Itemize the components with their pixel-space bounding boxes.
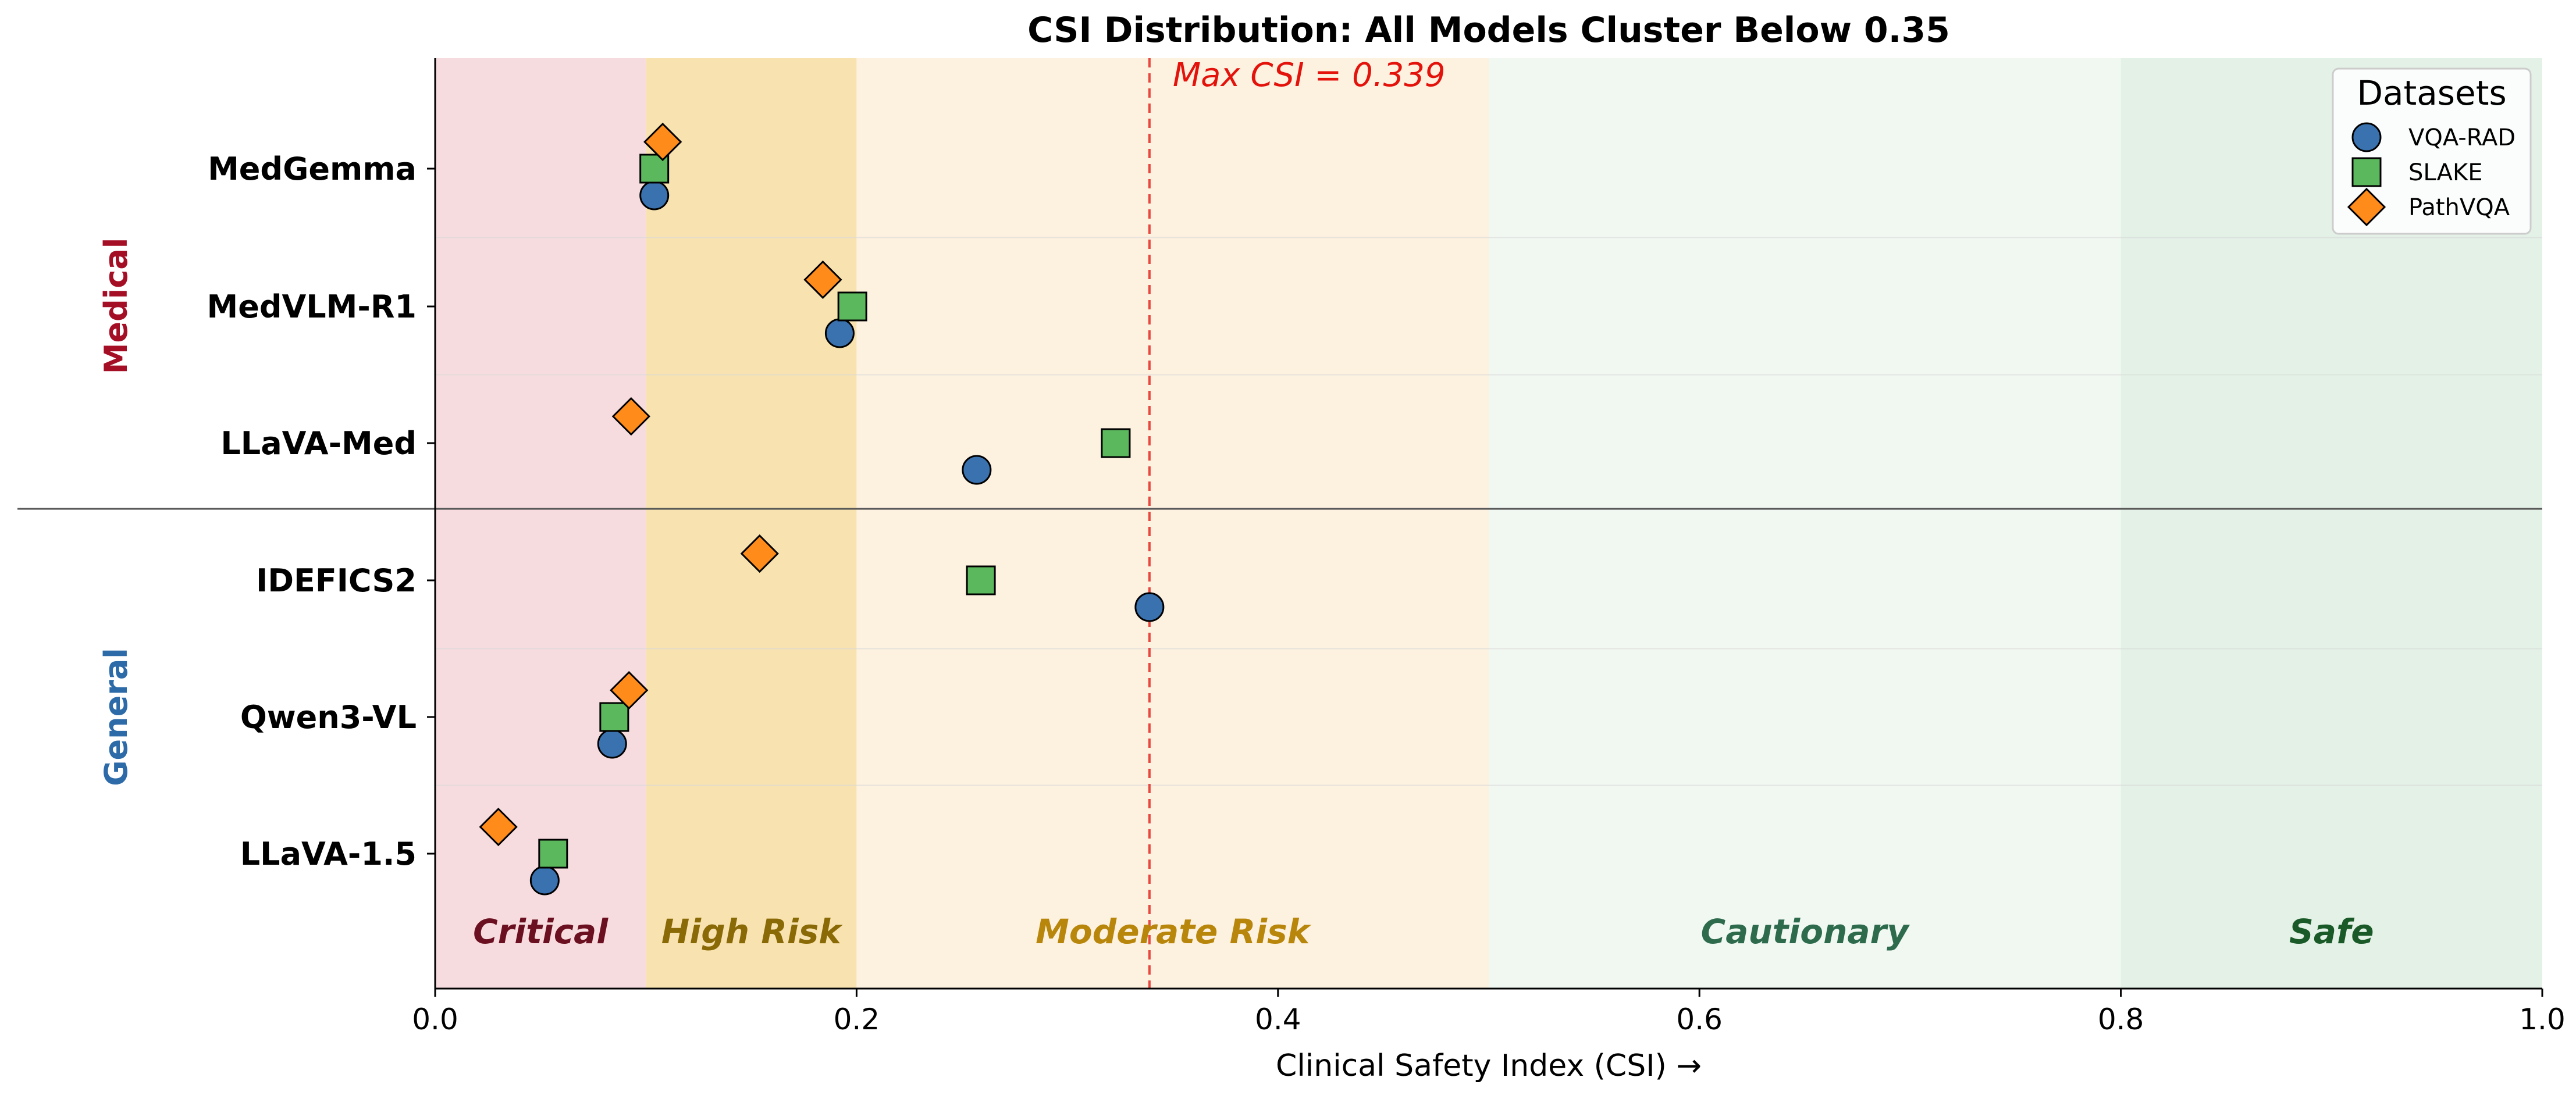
zone-label-moderate-risk: Moderate Risk bbox=[1036, 912, 1311, 951]
x-tick-label: 1.0 bbox=[2519, 1003, 2566, 1036]
group-labels: Medical General bbox=[98, 238, 134, 786]
marker-slake-idefics2 bbox=[966, 565, 996, 595]
risk-zones bbox=[435, 58, 2542, 989]
group-label-general: General bbox=[98, 648, 134, 786]
x-tick-label: 0.2 bbox=[834, 1003, 880, 1036]
zone-moderate-risk bbox=[856, 58, 1489, 989]
marker-pathvqa-llava-1-5 bbox=[479, 807, 518, 847]
legend-label-vqa-rad: VQA-RAD bbox=[2408, 124, 2515, 151]
legend-box bbox=[2332, 67, 2532, 235]
zone-label-high-risk: High Risk bbox=[661, 912, 843, 951]
y-model-labels: MedGemma MedVLM-R1 LLaVA-Med IDEFICS2 Qwen3-… bbox=[207, 151, 435, 872]
x-tick-labels: 0.0 0.2 0.4 0.6 0.8 1.0 bbox=[412, 989, 2566, 1036]
y-label-llava-1.5: LLaVA-1.5 bbox=[240, 836, 417, 872]
marker-vqa-rad-medgemma bbox=[639, 180, 670, 211]
x-tick-label: 0.6 bbox=[1676, 1003, 1723, 1036]
marker-vqa-rad-llava-1-5 bbox=[529, 865, 560, 896]
zone-high-risk bbox=[646, 58, 857, 989]
group-label-medical: Medical bbox=[98, 238, 134, 374]
marker-slake-llava-1-5 bbox=[538, 839, 568, 869]
legend: Datasets VQA-RAD SLAKE PathVQA bbox=[2332, 67, 2532, 235]
y-label-medvlm-r1: MedVLM-R1 bbox=[207, 288, 417, 325]
legend-marker-vqa-rad bbox=[2351, 122, 2382, 152]
y-label-llava-med: LLaVA-Med bbox=[220, 425, 417, 462]
marker-pathvqa-medgemma bbox=[643, 122, 682, 162]
x-tick-label: 0.8 bbox=[2098, 1003, 2144, 1036]
marker-vqa-rad-qwen3-vl bbox=[597, 729, 627, 759]
max-csi-annotation: Max CSI = 0.339 bbox=[1173, 56, 1446, 94]
zone-critical bbox=[435, 58, 646, 989]
y-label-medgemma: MedGemma bbox=[208, 151, 417, 187]
legend-label-slake: SLAKE bbox=[2408, 159, 2482, 186]
marker-slake-llava-med bbox=[1101, 428, 1131, 458]
marker-pathvqa-qwen3-vl bbox=[610, 670, 649, 710]
legend-title: Datasets bbox=[2357, 73, 2506, 113]
x-tick-label: 0.0 bbox=[412, 1003, 458, 1036]
zone-label-safe: Safe bbox=[2289, 912, 2374, 951]
marker-vqa-rad-idefics2 bbox=[1134, 592, 1165, 622]
marker-slake-medvlm-r1 bbox=[837, 291, 867, 322]
marker-vqa-rad-medvlm-r1 bbox=[824, 318, 855, 348]
y-label-qwen3-vl: Qwen3-VL bbox=[240, 699, 417, 736]
axes bbox=[434, 58, 2542, 990]
x-axis-label: Clinical Safety Index (CSI) → bbox=[1276, 1048, 1702, 1083]
legend-label-pathvqa: PathVQA bbox=[2408, 194, 2510, 221]
legend-marker-slake bbox=[2351, 157, 2382, 187]
x-tick-label: 0.4 bbox=[1255, 1003, 1301, 1036]
zone-label-critical: Critical bbox=[473, 912, 609, 951]
marker-slake-qwen3-vl bbox=[599, 702, 629, 732]
marker-pathvqa-llava-med bbox=[611, 397, 650, 436]
y-label-idefics2: IDEFICS2 bbox=[256, 562, 417, 599]
zone-cautionary bbox=[1489, 58, 2121, 989]
marker-vqa-rad-llava-med bbox=[962, 455, 992, 485]
legend-marker-pathvqa bbox=[2347, 187, 2386, 227]
model-gridlines bbox=[17, 237, 2542, 786]
data-markers bbox=[479, 122, 1165, 896]
chart-title: CSI Distribution: All Models Cluster Bel… bbox=[1027, 10, 1950, 51]
zone-labels: Critical High Risk Moderate Risk Cautionary… bbox=[473, 912, 2374, 951]
zone-label-cautionary: Cautionary bbox=[1701, 912, 1910, 951]
marker-pathvqa-medvlm-r1 bbox=[803, 260, 842, 299]
marker-pathvqa-idefics2 bbox=[740, 534, 779, 573]
